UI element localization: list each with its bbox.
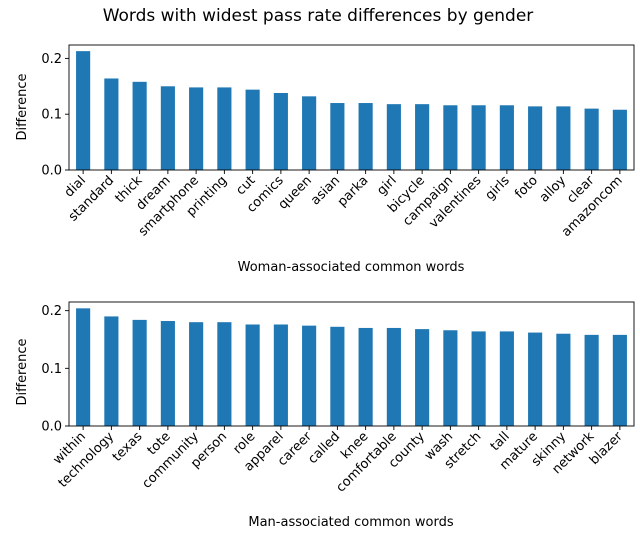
bar-apparel <box>273 324 288 426</box>
x-tick-label-woman-parka: parka <box>335 173 372 210</box>
bar-person <box>217 322 232 426</box>
bar-amazoncom <box>612 109 627 170</box>
x-tick-label-man-texas: texas <box>110 429 146 465</box>
chart-woman-xlabel: Woman-associated common words <box>238 260 465 275</box>
x-tick-label-man-blazer: blazer <box>587 429 626 468</box>
bar-cut <box>245 89 260 170</box>
bar-girl <box>386 104 401 170</box>
bar-knee <box>358 327 373 426</box>
y-tick-label-man: 0.1 <box>41 362 62 377</box>
bar-dream <box>160 86 175 170</box>
bar-within <box>76 308 91 426</box>
bar-county <box>415 329 430 426</box>
bar-comfortable <box>386 327 401 426</box>
bar-mature <box>528 332 543 426</box>
bar-campaign <box>443 105 458 170</box>
bar-network <box>584 334 599 426</box>
y-tick-label-woman: 0.0 <box>41 164 62 179</box>
bar-clear <box>584 108 599 170</box>
chart-woman-ylabel: Difference <box>15 73 30 140</box>
bar-girls <box>499 105 514 170</box>
bar-smartphone <box>189 87 204 170</box>
bar-printing <box>217 87 232 170</box>
x-tick-label-woman-girls: girls <box>483 173 513 203</box>
x-tick-label-woman-foto: foto <box>512 173 541 202</box>
bar-called <box>330 326 345 426</box>
chart-man-associated: Difference Man-associated common words 0… <box>15 301 635 530</box>
y-tick-label-woman: 0.1 <box>41 108 62 123</box>
bar-queen <box>302 96 317 170</box>
plot-frame-man <box>68 301 635 427</box>
bar-bicycle <box>415 104 430 170</box>
plot-frame-woman <box>68 44 635 171</box>
bar-wash <box>443 330 458 426</box>
bar-alloy <box>556 106 571 170</box>
bar-stretch <box>471 331 486 426</box>
x-tick-label-man-called: called <box>305 429 343 467</box>
x-tick-label-woman-alloy: alloy <box>537 173 570 206</box>
bar-foto <box>528 106 543 170</box>
bar-thick <box>132 81 147 170</box>
bar-dial <box>76 51 91 170</box>
bar-community <box>189 322 204 426</box>
bar-standard <box>104 78 119 170</box>
bar-tote <box>160 321 175 426</box>
bar-role <box>245 324 260 426</box>
y-tick-label-man: 0.0 <box>41 420 62 435</box>
bar-skinny <box>556 333 571 426</box>
bar-valentines <box>471 105 486 170</box>
chart-man-ylabel: Difference <box>15 338 30 405</box>
bar-career <box>302 325 317 426</box>
y-tick-label-woman: 0.2 <box>41 52 62 67</box>
y-tick-label-man: 0.2 <box>41 304 62 319</box>
bar-blazer <box>612 334 627 426</box>
bar-tall <box>499 331 514 426</box>
chart-woman-associated: Difference Woman-associated common words… <box>15 44 635 275</box>
bar-technology <box>104 316 119 426</box>
bar-asian <box>330 103 345 170</box>
chart-man-xlabel: Man-associated common words <box>248 515 453 530</box>
bar-comics <box>273 92 288 170</box>
bar-parka <box>358 103 373 170</box>
figure-title: Words with widest pass rate differences … <box>103 6 534 26</box>
bar-texas <box>132 319 147 426</box>
